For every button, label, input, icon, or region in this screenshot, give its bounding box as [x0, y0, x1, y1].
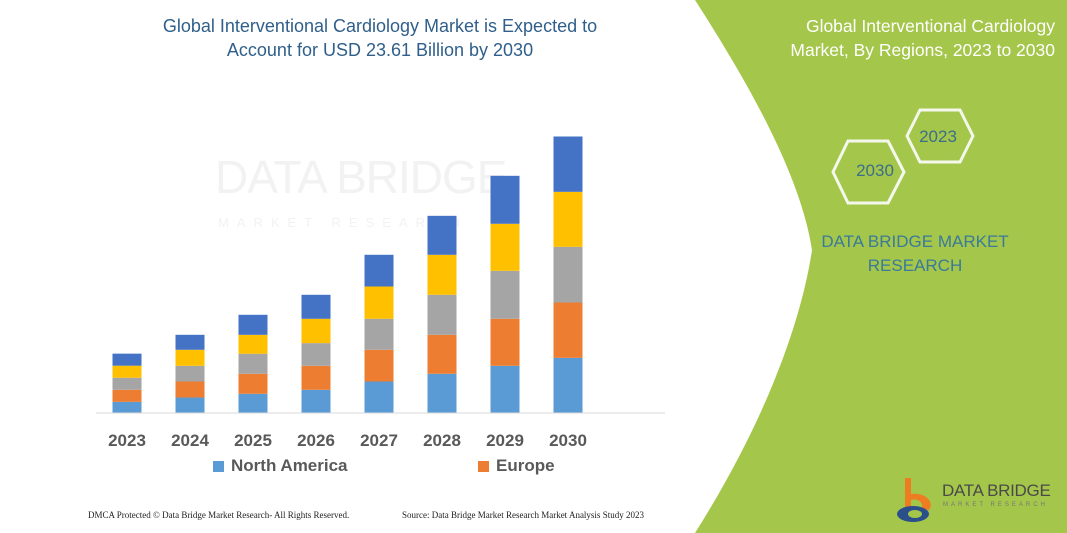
bar-segment-2027-series-5 — [364, 254, 394, 287]
bar-segment-2026-europe — [301, 365, 331, 390]
footer-source: Source: Data Bridge Market Research Mark… — [402, 510, 644, 520]
bar-segment-2029-series-3 — [490, 270, 520, 319]
bar-segment-2024-series-5 — [175, 334, 205, 350]
bar-segment-2030-europe — [553, 302, 583, 358]
legend-item-europe: Europe — [478, 456, 555, 476]
bar-segment-2024-series-3 — [175, 365, 205, 382]
x-tick-label: 2030 — [549, 431, 587, 450]
chart-title: Global Interventional Cardiology Market … — [162, 16, 598, 60]
logo-subtext: MARKET RESEARCH — [943, 502, 1048, 508]
bar-segment-2025-series-3 — [238, 353, 268, 374]
side-panel-title: Global Interventional Cardiology Market,… — [790, 16, 1055, 60]
legend-swatch — [213, 460, 224, 472]
x-tick-label: 2028 — [423, 431, 461, 450]
legend-swatch — [478, 460, 489, 472]
watermark: DATA BRIDGE — [215, 151, 507, 203]
bar-segment-2027-north-america — [364, 381, 394, 413]
x-tick-label: 2025 — [234, 431, 272, 450]
x-tick-label: 2023 — [108, 431, 146, 450]
x-tick-label: 2024 — [171, 431, 209, 450]
bar-segment-2027-series-3 — [364, 318, 394, 350]
bar-segment-2024-europe — [175, 381, 205, 398]
hex-2023 — [905, 108, 975, 164]
bar-segment-2027-series-4 — [364, 286, 394, 319]
x-tick-label: 2026 — [297, 431, 335, 450]
bar-segment-2026-series-3 — [301, 343, 331, 366]
hex-label-2023: 2023 — [919, 127, 957, 146]
bar-segment-2023-series-5 — [112, 353, 142, 366]
watermark-sub: MARKET RESEARCH — [218, 215, 468, 230]
footer-copyright: DMCA Protected © Data Bridge Market Rese… — [88, 510, 350, 520]
hex-2030 — [831, 139, 906, 205]
bar-segment-2023-north-america — [112, 401, 142, 413]
bar-segment-2023-series-4 — [112, 365, 142, 378]
legend-label: North America — [231, 456, 348, 475]
bar-segment-2028-europe — [427, 334, 457, 374]
bar-segment-2030-series-4 — [553, 191, 583, 247]
bar-segment-2025-north-america — [238, 393, 268, 413]
bar-segment-2028-series-4 — [427, 254, 457, 295]
bar-segment-2024-series-4 — [175, 349, 205, 366]
bar-segment-2029-north-america — [490, 365, 520, 413]
bar-segment-2024-north-america — [175, 397, 205, 413]
bar-segment-2029-series-5 — [490, 175, 520, 224]
bar-segment-2023-europe — [112, 389, 142, 402]
x-tick-label: 2029 — [486, 431, 524, 450]
bar-segment-2028-series-5 — [427, 215, 457, 255]
bar-segment-2030-series-3 — [553, 246, 583, 303]
bar-segment-2029-series-4 — [490, 223, 520, 271]
legend-label: Europe — [496, 456, 555, 475]
bar-segment-2025-europe — [238, 373, 268, 394]
hex-label-2030: 2030 — [856, 161, 894, 180]
legend-item-north-america: North America — [213, 456, 348, 476]
bar-segment-2029-europe — [490, 318, 520, 366]
hexagons — [831, 108, 975, 205]
bar-segment-2025-series-4 — [238, 334, 268, 354]
bar-segment-2028-north-america — [427, 373, 457, 413]
brand-text: DATA BRIDGE MARKET RESEARCH — [821, 232, 1009, 275]
bar-segment-2026-series-4 — [301, 318, 331, 344]
bar-segment-2030-series-5 — [553, 136, 583, 192]
bar-segment-2025-series-5 — [238, 314, 268, 335]
bar-segment-2030-north-america — [553, 357, 583, 413]
bar-segment-2028-series-3 — [427, 294, 457, 335]
x-tick-label: 2027 — [360, 431, 398, 450]
bar-segment-2027-europe — [364, 349, 394, 382]
bar-segment-2026-series-5 — [301, 294, 331, 319]
stacked-bar-chart: 2023 2024 2025 2026 2027 2028 2029 2030 — [96, 136, 665, 450]
data-bridge-logo-icon — [897, 478, 931, 522]
logo-text: DATA BRIDGE — [942, 481, 1051, 500]
bar-segment-2023-series-3 — [112, 377, 142, 390]
bar-segment-2026-north-america — [301, 389, 331, 413]
